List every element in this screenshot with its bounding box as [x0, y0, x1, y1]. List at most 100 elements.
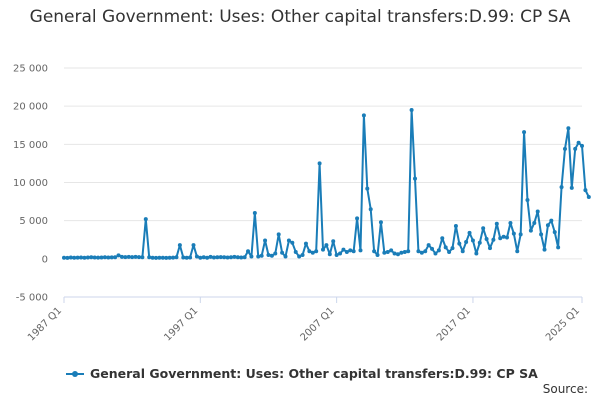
data-point: [119, 254, 124, 259]
data-point: [246, 249, 251, 254]
data-point: [154, 255, 159, 260]
data-point: [85, 255, 90, 260]
data-point: [395, 252, 400, 257]
x-axis: 1987 Q1 1997 Q1 2007 Q1 2017 Q1 2025 Q1: [26, 296, 583, 343]
data-point: [545, 223, 550, 228]
data-point: [331, 239, 336, 244]
y-tick-label: 20 000: [13, 102, 48, 113]
data-point: [443, 245, 448, 250]
data-point: [99, 255, 104, 260]
data-point: [491, 237, 496, 242]
data-point: [440, 236, 445, 241]
legend-swatch: [66, 369, 84, 379]
data-point: [130, 255, 135, 260]
data-point: [416, 249, 421, 254]
data-point: [188, 255, 193, 260]
data-point: [194, 254, 199, 259]
data-point: [549, 218, 554, 223]
data-point: [399, 250, 404, 255]
y-tick-label: 15 000: [13, 140, 48, 151]
data-point: [68, 255, 73, 260]
data-point: [290, 240, 295, 245]
data-point: [505, 235, 510, 240]
data-point: [351, 249, 356, 254]
data-point: [385, 249, 390, 254]
data-point: [150, 255, 155, 260]
data-point: [218, 255, 223, 260]
source-label[interactable]: Source:: [542, 382, 588, 396]
data-point: [474, 251, 479, 256]
data-point: [327, 252, 332, 257]
data-point: [286, 238, 291, 243]
data-point: [242, 255, 247, 260]
data-point: [528, 228, 533, 233]
data-point: [433, 251, 438, 256]
data-point: [481, 226, 486, 231]
data-point: [143, 217, 148, 222]
data-point: [498, 236, 503, 241]
data-point: [269, 253, 274, 258]
data-point: [249, 254, 254, 259]
data-point: [164, 255, 169, 260]
data-point: [181, 255, 186, 260]
data-point: [419, 250, 424, 255]
data-point: [487, 246, 492, 251]
data-point: [392, 251, 397, 256]
data-point: [201, 255, 206, 260]
data-point: [508, 220, 513, 225]
x-tick-label: 1987 Q1: [26, 305, 64, 343]
y-tick-label: 10 000: [13, 178, 48, 189]
legend[interactable]: General Government: Uses: Other capital …: [66, 366, 538, 381]
data-point: [464, 240, 469, 245]
data-point: [341, 247, 346, 252]
data-point: [556, 245, 561, 250]
data-point: [205, 255, 210, 260]
data-point: [232, 254, 237, 259]
data-point: [123, 255, 128, 260]
data-point: [430, 246, 435, 251]
data-point: [453, 224, 458, 229]
data-point: [372, 249, 377, 254]
legend-label: General Government: Uses: Other capital …: [90, 366, 538, 381]
data-point: [72, 255, 77, 260]
data-point: [276, 232, 281, 237]
data-point: [314, 249, 319, 254]
data-point: [344, 249, 349, 254]
data-point: [518, 232, 523, 237]
data-point: [266, 253, 271, 258]
data-point: [426, 243, 431, 248]
data-point: [436, 248, 441, 253]
data-point: [102, 255, 107, 260]
data-point: [457, 241, 462, 246]
data-point: [358, 248, 363, 253]
y-tick-label: 25 000: [13, 64, 48, 75]
data-point: [511, 231, 516, 236]
data-point: [334, 253, 339, 258]
y-axis: -5 000 0 5 000 10 000 15 000 20 000 25 000: [13, 64, 48, 304]
data-point: [484, 236, 489, 241]
data-point: [208, 254, 213, 259]
x-tick-label: 1997 Q1: [162, 305, 200, 343]
data-point: [423, 249, 428, 254]
data-point: [92, 255, 97, 260]
data-point: [96, 255, 101, 260]
data-point: [303, 241, 308, 246]
data-point: [256, 254, 261, 259]
data-point: [198, 255, 203, 260]
data-point: [113, 255, 118, 260]
data-point: [365, 186, 370, 191]
data-point: [321, 247, 325, 252]
data-point: [116, 253, 121, 258]
data-point: [157, 255, 162, 260]
data-point: [501, 234, 506, 239]
data-point: [460, 249, 465, 254]
data-point: [535, 209, 540, 214]
data-point: [82, 255, 87, 260]
series-layer: [62, 107, 591, 260]
data-point: [177, 243, 182, 248]
data-point: [228, 255, 233, 260]
gridlines: [64, 67, 582, 298]
data-point: [324, 243, 329, 248]
data-point: [79, 255, 84, 260]
